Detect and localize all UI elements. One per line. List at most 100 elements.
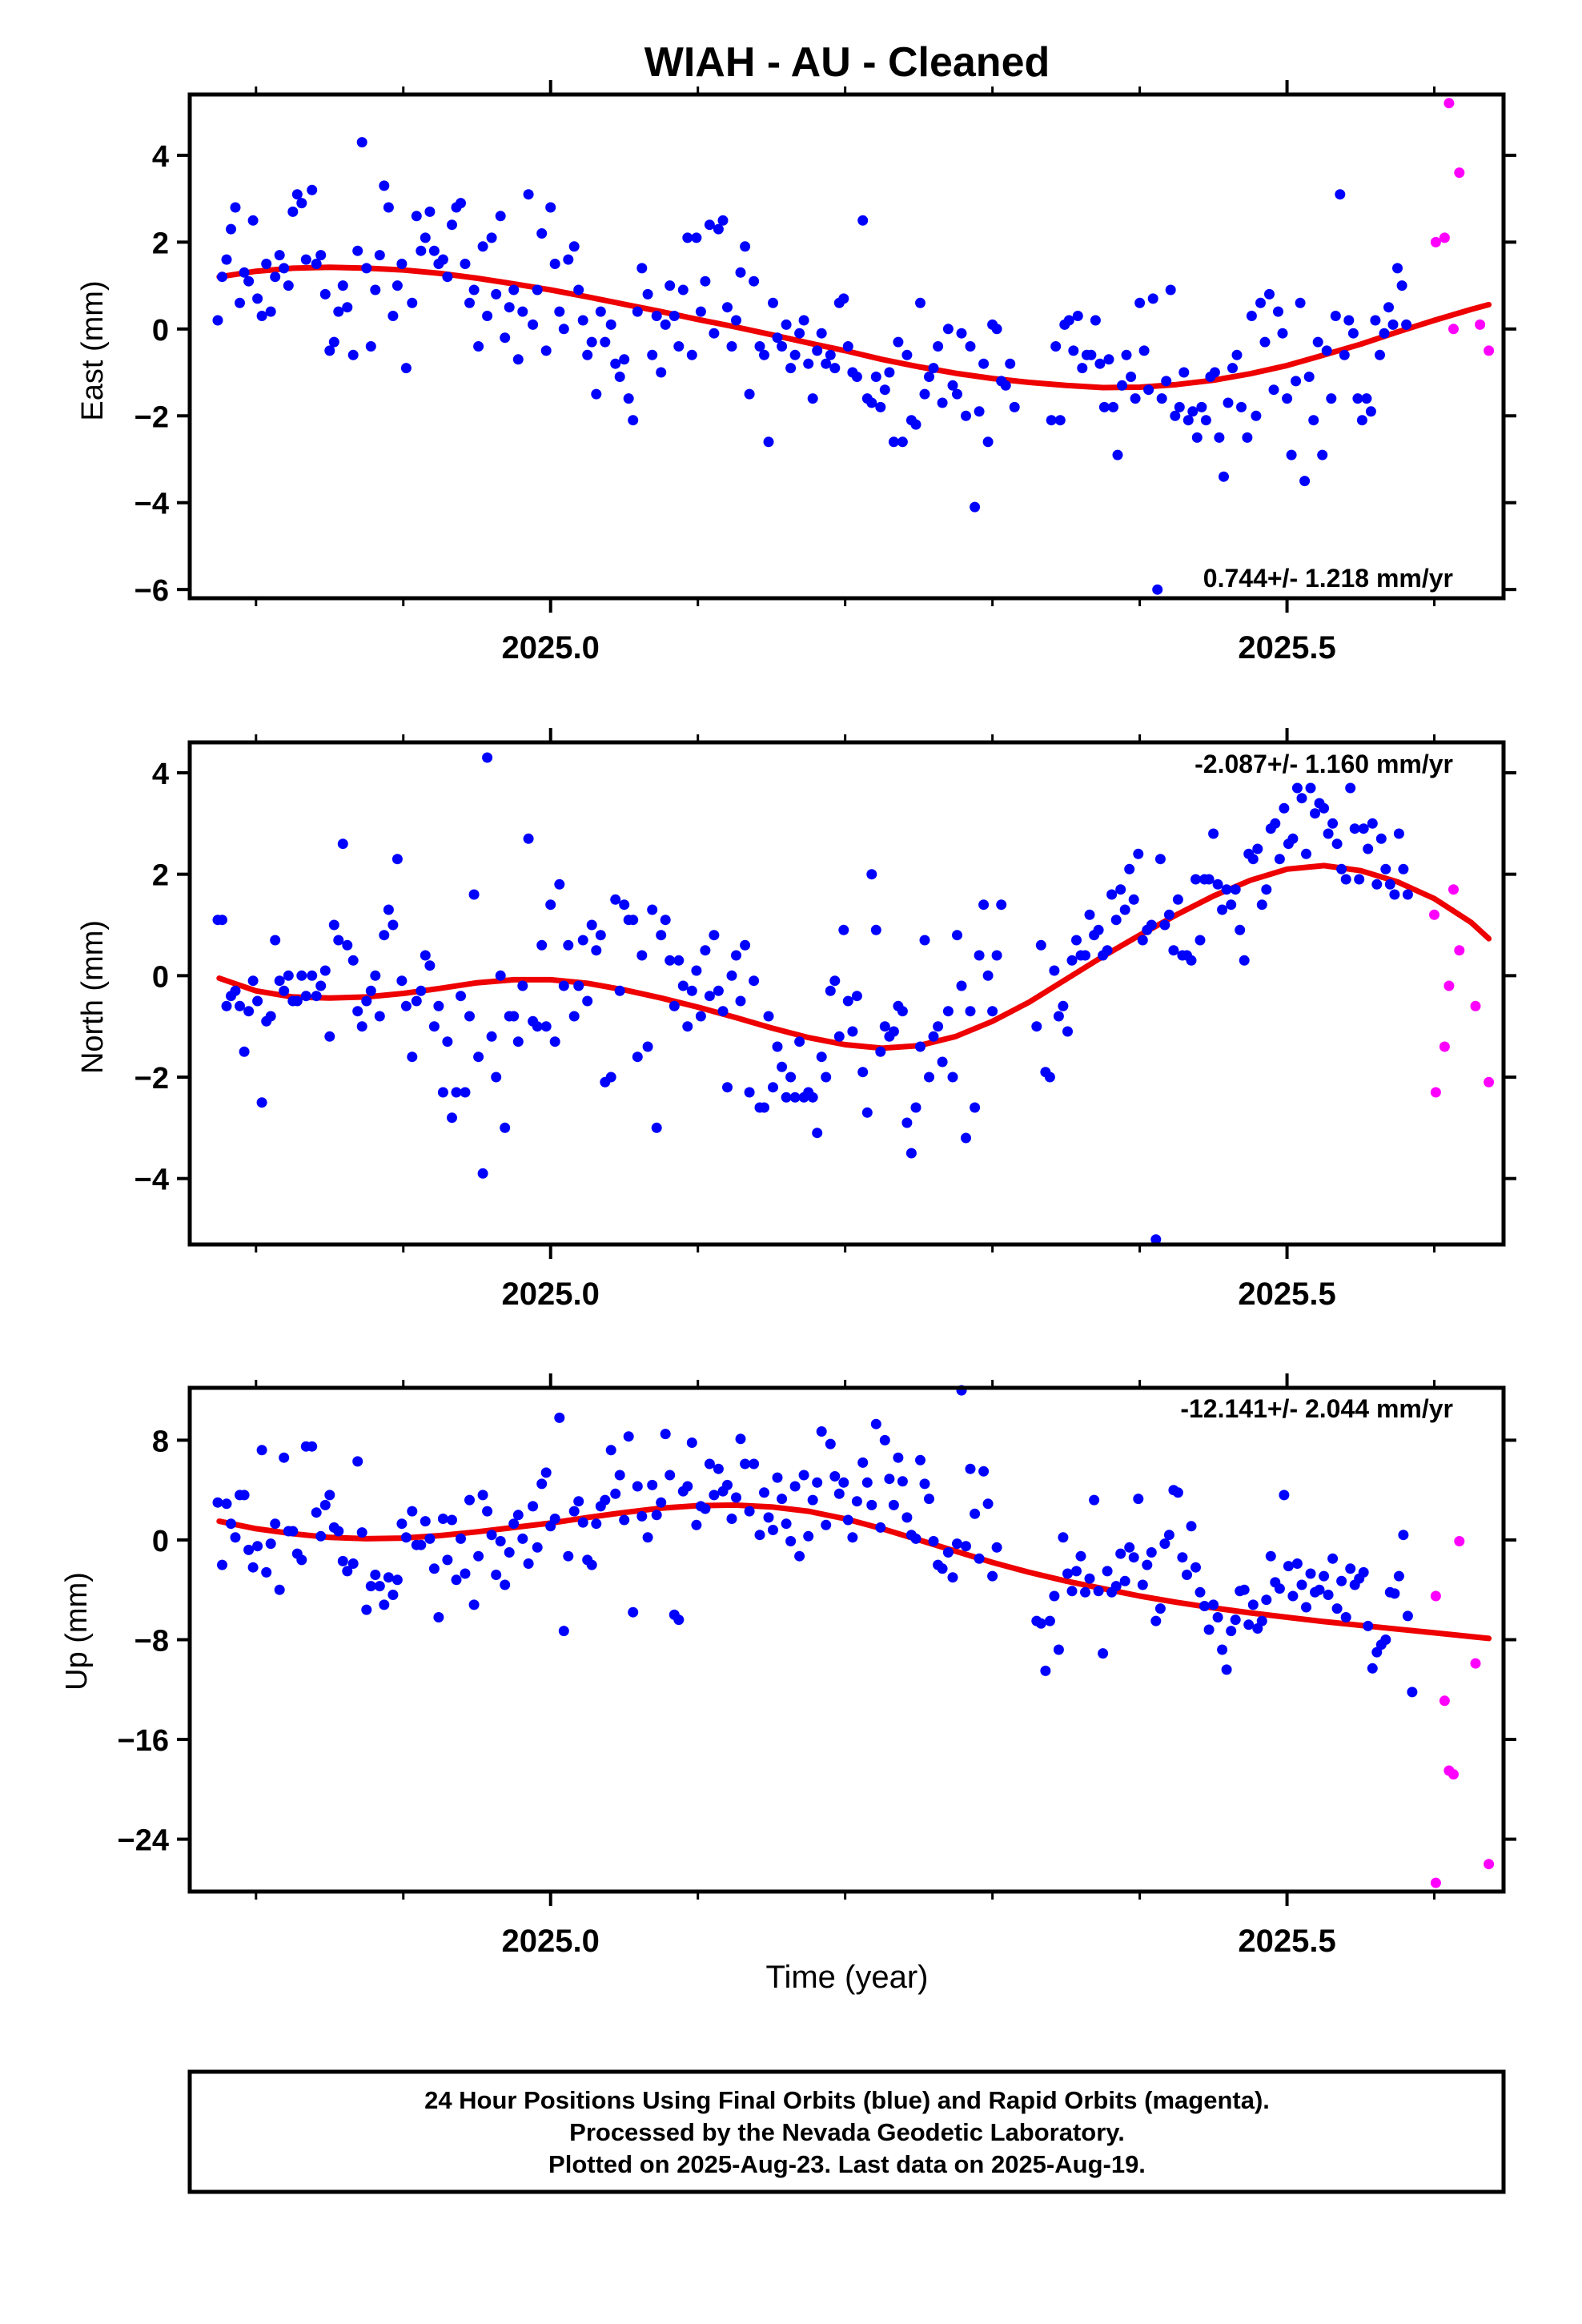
north-final-point xyxy=(1402,889,1413,900)
up-final-point xyxy=(252,1541,263,1552)
east-final-point xyxy=(642,288,653,300)
up-final-point xyxy=(400,1532,412,1543)
up-final-point xyxy=(656,1497,667,1508)
north-final-point xyxy=(952,930,962,941)
up-final-point xyxy=(910,1533,921,1544)
up-final-point xyxy=(296,1554,307,1566)
east-final-point xyxy=(1347,328,1359,339)
north-final-point xyxy=(1084,909,1095,920)
east-final-point xyxy=(763,436,774,448)
up-final-point xyxy=(523,1558,534,1569)
north-final-point xyxy=(996,899,1007,911)
north-final-point xyxy=(1226,899,1237,911)
east-final-point xyxy=(897,436,908,448)
up-model-curve xyxy=(216,1502,1492,1642)
up-final-point xyxy=(1327,1553,1339,1564)
north-x-tick-label: 2025.5 xyxy=(1238,1277,1335,1312)
north-final-point xyxy=(1221,884,1232,895)
north-final-point xyxy=(1363,843,1374,854)
east-final-point xyxy=(591,388,602,400)
east-final-point xyxy=(517,306,528,317)
east-final-point xyxy=(243,275,255,287)
north-final-point xyxy=(396,975,408,987)
east-final-point xyxy=(554,306,565,317)
up-final-point xyxy=(937,1563,948,1574)
east-final-point xyxy=(477,241,488,252)
up-final-point xyxy=(749,1458,760,1470)
up-final-point xyxy=(337,1555,348,1566)
east-final-point xyxy=(1379,328,1390,339)
east-final-point xyxy=(261,259,272,269)
east-final-point xyxy=(636,263,648,274)
east-final-point xyxy=(726,341,737,352)
up-final-point xyxy=(536,1478,548,1490)
up-final-point xyxy=(347,1558,359,1569)
up-final-point xyxy=(1124,1542,1135,1553)
east-final-point xyxy=(798,315,809,326)
footer-frame xyxy=(187,2069,1506,2194)
east-final-point xyxy=(383,202,394,213)
east-final-point xyxy=(942,324,954,335)
east-final-point xyxy=(532,284,543,296)
up-final-point xyxy=(1163,1530,1174,1541)
east-final-point xyxy=(573,284,584,296)
north-final-point xyxy=(400,1000,412,1011)
up-final-point xyxy=(333,1526,344,1537)
up-final-point xyxy=(1393,1570,1404,1582)
east-final-point xyxy=(424,206,436,217)
up-final-point xyxy=(486,1530,497,1541)
up-final-point xyxy=(508,1518,520,1530)
up-final-point xyxy=(1314,1584,1325,1595)
up-final-point xyxy=(647,1479,658,1490)
north-final-point xyxy=(991,950,1002,961)
north-final-point xyxy=(915,1041,926,1052)
north-final-point xyxy=(731,950,741,961)
east-final-point xyxy=(982,436,994,448)
east-final-point xyxy=(252,293,263,304)
east-final-point xyxy=(610,358,621,369)
east-final-point xyxy=(577,315,588,326)
north-final-point xyxy=(512,1036,524,1047)
east-final-point xyxy=(961,410,971,421)
east-final-point xyxy=(595,306,606,317)
up-final-point xyxy=(495,1536,506,1546)
footer-box: 24 Hour Positions Using Final Orbits (bl… xyxy=(187,2069,1506,2194)
up-final-point xyxy=(1119,1575,1130,1586)
north-final-point xyxy=(256,1097,267,1108)
up-final-point xyxy=(1363,1620,1374,1631)
up-final-point xyxy=(1172,1487,1183,1498)
east-final-point xyxy=(1326,393,1337,404)
north-final-point xyxy=(1340,874,1351,885)
east-plot-frame xyxy=(187,92,1506,601)
east-final-point xyxy=(919,388,930,400)
east-final-point xyxy=(342,302,353,313)
north-final-point xyxy=(1358,823,1369,834)
north-final-point xyxy=(407,1051,418,1063)
east-final-point xyxy=(442,271,453,283)
up-final-point xyxy=(512,1510,524,1521)
north-final-point xyxy=(965,1006,976,1017)
east-final-point xyxy=(473,341,484,352)
up-final-point xyxy=(365,1581,376,1592)
north-final-point xyxy=(866,869,877,880)
east-final-point xyxy=(1200,415,1211,426)
up-final-point xyxy=(870,1418,881,1429)
north-final-point xyxy=(1110,915,1122,926)
north-final-point xyxy=(768,1082,778,1093)
up-final-point xyxy=(1345,1563,1356,1574)
up-final-point xyxy=(433,1612,444,1622)
north-final-point xyxy=(1062,1026,1073,1037)
east-final-point xyxy=(508,284,520,296)
up-final-point xyxy=(504,1547,515,1558)
north-rapid-point xyxy=(1430,1087,1441,1098)
up-final-point xyxy=(1402,1610,1413,1622)
north-final-point xyxy=(763,1011,774,1022)
north-final-point xyxy=(807,1092,818,1103)
north-final-point xyxy=(1270,818,1281,829)
north-final-point xyxy=(974,950,985,961)
north-final-point xyxy=(901,1117,913,1128)
up-final-point xyxy=(965,1463,976,1474)
up-final-point xyxy=(591,1518,602,1530)
up-final-point xyxy=(987,1570,998,1582)
east-final-point xyxy=(1242,432,1253,443)
